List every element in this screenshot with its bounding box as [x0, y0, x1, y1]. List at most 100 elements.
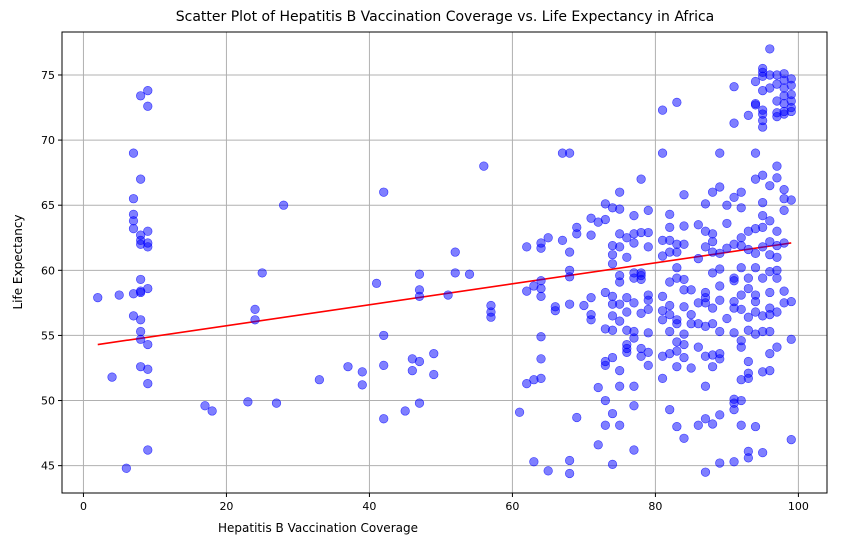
data-point: [464, 269, 475, 279]
data-point: [607, 259, 618, 269]
data-point: [379, 360, 389, 370]
data-point: [565, 148, 575, 158]
data-point: [772, 226, 782, 236]
data-point: [779, 184, 789, 195]
data-point: [643, 227, 653, 238]
data-point: [672, 421, 682, 432]
x-tick-label: 0: [80, 500, 87, 513]
data-point: [700, 467, 711, 477]
data-point: [622, 347, 632, 357]
data-point: [271, 398, 282, 408]
data-point: [486, 312, 496, 322]
data-point: [722, 200, 732, 210]
data-point: [686, 285, 696, 295]
data-point: [729, 405, 739, 415]
data-point: [679, 339, 689, 350]
data-point: [765, 83, 775, 93]
data-point: [629, 445, 639, 455]
data-point: [607, 352, 618, 363]
data-point: [715, 410, 725, 420]
data-point: [543, 466, 553, 476]
data-point: [736, 187, 746, 197]
data-point: [693, 420, 703, 430]
data-point: [479, 161, 489, 171]
data-point: [143, 339, 153, 350]
data-point: [686, 363, 696, 373]
data-point: [786, 334, 796, 344]
data-point: [128, 148, 139, 158]
data-point: [679, 274, 689, 285]
data-point: [743, 356, 753, 367]
y-tick-label: 65: [41, 199, 55, 212]
data-point: [379, 414, 389, 424]
data-point: [693, 220, 703, 230]
data-point: [743, 244, 753, 255]
data-point: [665, 300, 675, 311]
data-point: [665, 209, 675, 219]
x-axis-label: Hepatitis B Vaccination Coverage: [218, 521, 418, 535]
data-point: [700, 242, 711, 252]
data-point: [400, 406, 410, 416]
data-point: [779, 205, 789, 216]
data-point: [136, 334, 146, 344]
data-point: [772, 79, 782, 89]
data-point: [600, 287, 610, 298]
data-point: [643, 205, 653, 216]
data-point: [772, 265, 782, 275]
data-point: [722, 218, 732, 229]
data-point: [615, 420, 625, 430]
data-point: [429, 369, 439, 380]
data-point: [772, 307, 782, 317]
data-point: [636, 274, 646, 285]
data-point: [379, 330, 389, 341]
data-point: [736, 263, 746, 273]
data-point: [414, 291, 425, 301]
data-point: [371, 278, 382, 288]
data-point: [529, 457, 539, 467]
data-point: [750, 296, 761, 307]
data-point: [450, 247, 460, 257]
data-point: [414, 398, 425, 408]
data-point: [657, 373, 668, 384]
plot-frame: [61, 31, 828, 494]
data-point: [143, 379, 153, 389]
data-point: [729, 328, 739, 338]
data-point: [765, 326, 775, 337]
data-point: [665, 222, 675, 232]
data-point: [143, 283, 153, 294]
data-point: [679, 190, 689, 200]
data-point: [622, 233, 632, 243]
data-point: [636, 308, 646, 318]
data-point: [743, 283, 753, 294]
data-point: [565, 272, 575, 282]
data-point: [565, 455, 575, 466]
data-point: [729, 457, 739, 467]
data-point: [586, 315, 596, 325]
data-point: [736, 290, 746, 300]
x-tick-label: 20: [219, 500, 233, 513]
data-point: [615, 187, 625, 197]
data-point: [679, 352, 689, 363]
data-point: [250, 304, 260, 314]
y-tick-label: 60: [41, 264, 55, 277]
data-point: [615, 204, 625, 214]
data-point: [729, 276, 739, 286]
data-point: [750, 174, 761, 184]
data-point: [693, 253, 703, 264]
data-point: [786, 435, 796, 445]
data-point: [708, 187, 718, 197]
data-point: [136, 274, 146, 285]
data-point: [722, 243, 732, 253]
data-point: [708, 303, 718, 313]
data-point: [107, 372, 117, 382]
data-point: [250, 315, 260, 325]
data-point: [643, 242, 653, 252]
data-point: [750, 100, 761, 110]
data-point: [700, 381, 711, 391]
data-point: [615, 381, 625, 391]
data-point: [357, 380, 367, 390]
data-point: [786, 106, 796, 117]
data-point: [765, 181, 775, 191]
data-point: [729, 82, 739, 92]
